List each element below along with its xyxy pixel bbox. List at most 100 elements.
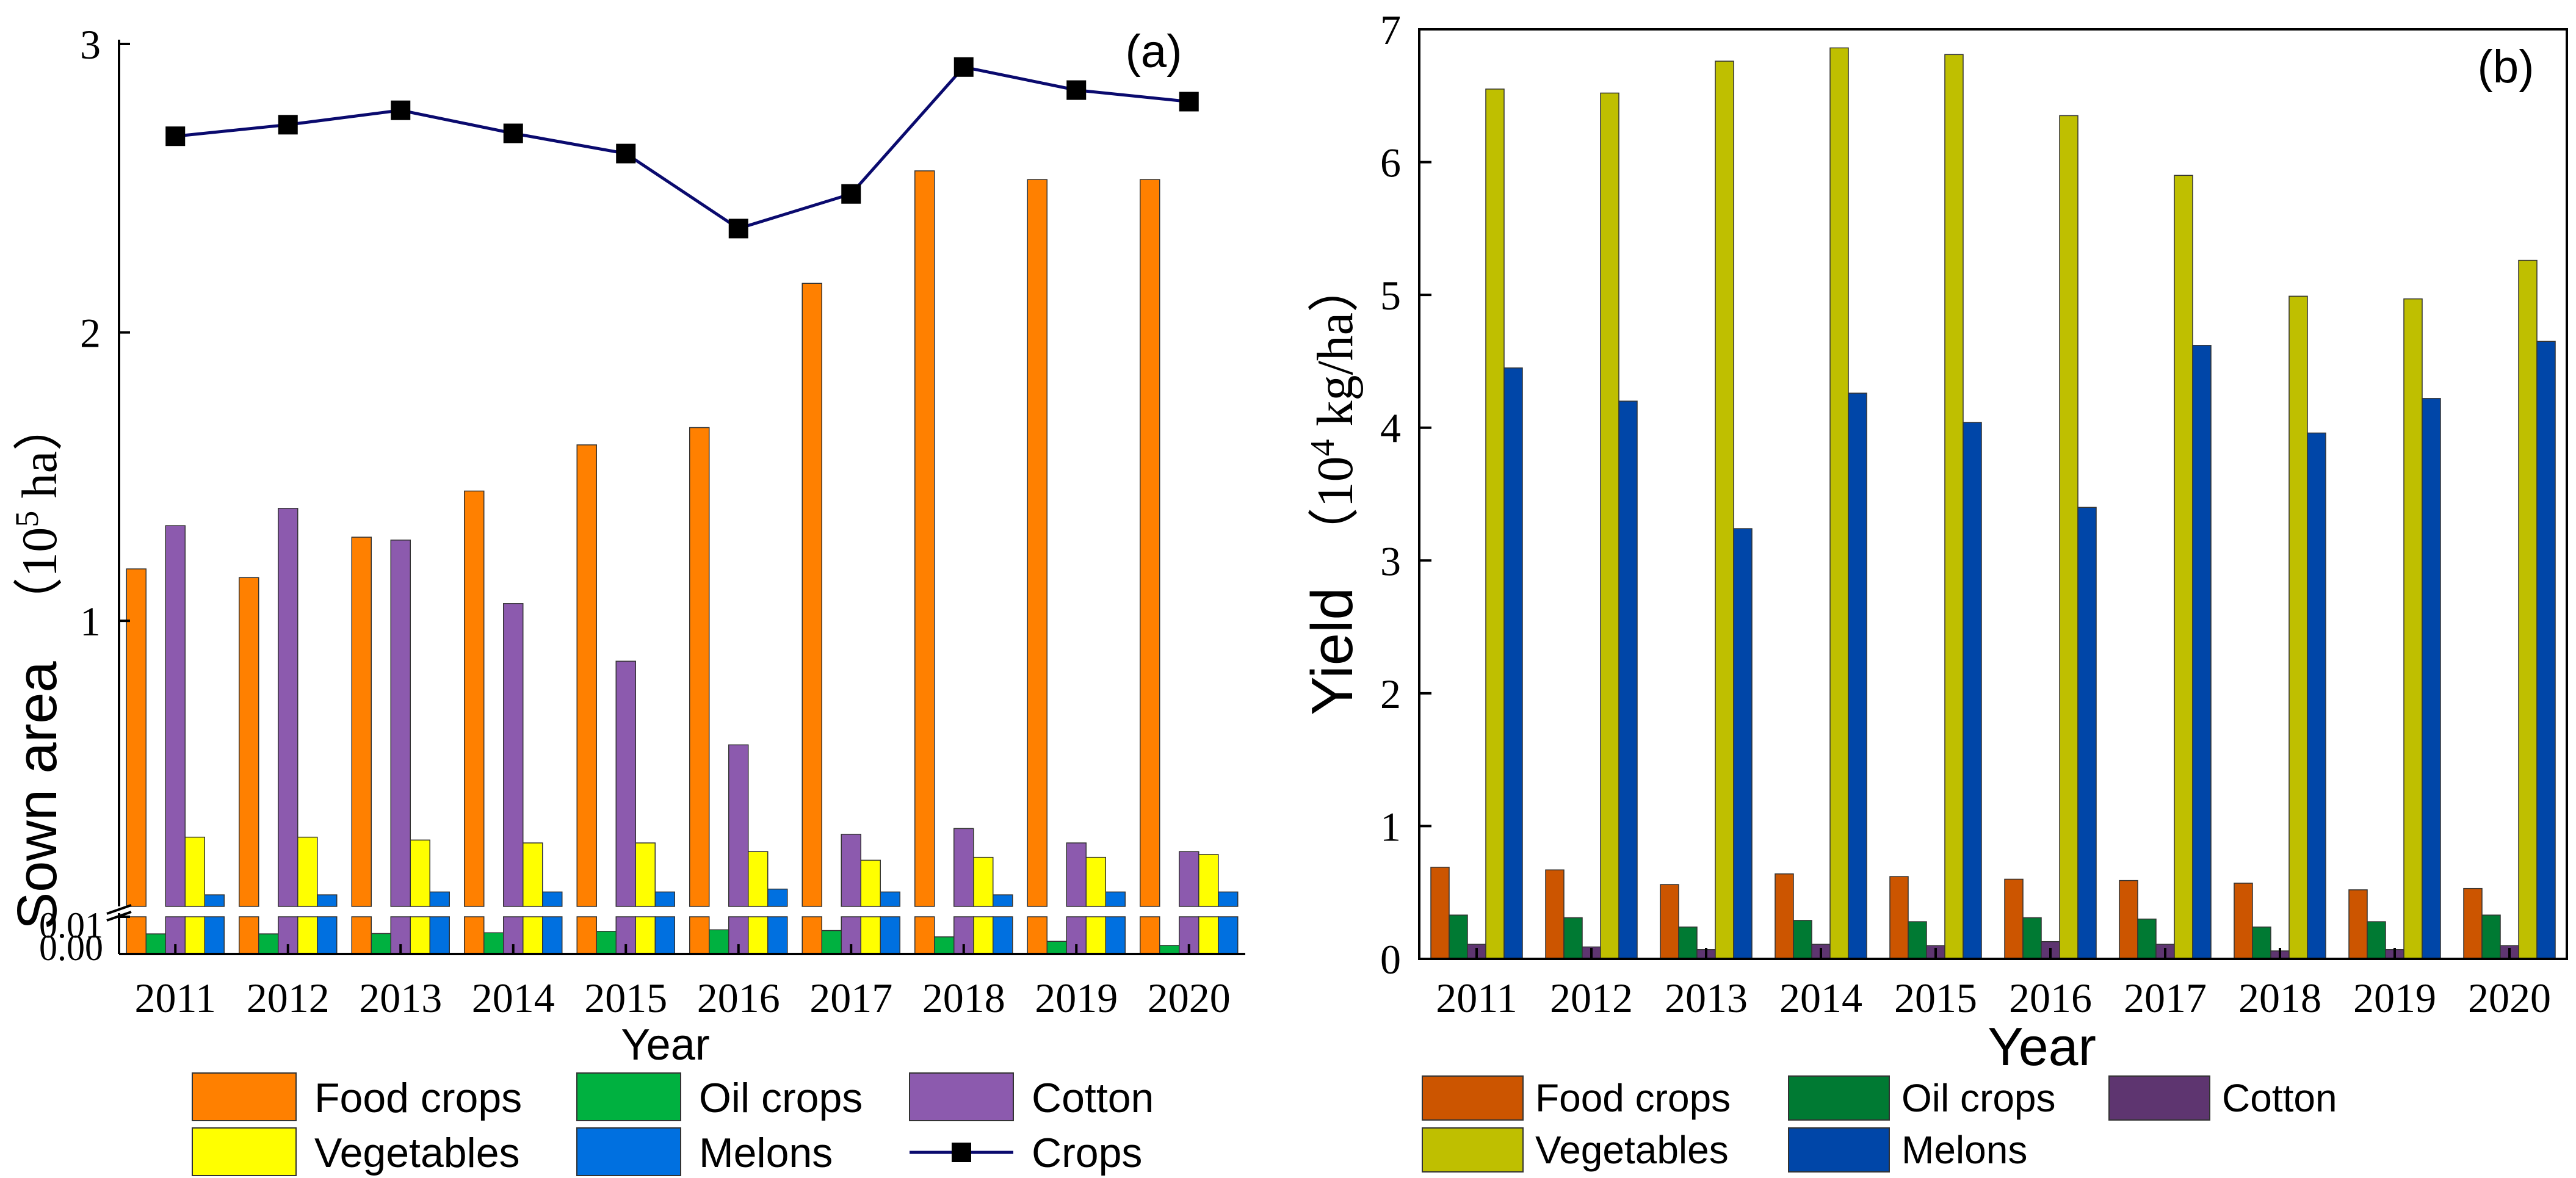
- bar-a-vegetables-2014: [523, 842, 543, 907]
- bar-a-melons-2013: [429, 891, 450, 907]
- bar-a-food-crops-2020-low: [1140, 916, 1160, 955]
- crops-marker-2015: [616, 143, 636, 164]
- bar-b-vegetables-2011: [1485, 89, 1505, 959]
- bar-a-oil-crops-2020-low: [1159, 945, 1180, 955]
- legend-b-label-oil-crops: Oil crops: [1901, 1076, 2056, 1120]
- crops-marker-2014: [503, 123, 523, 143]
- panel-b-ylabel: Yield （104 kg/ha）: [1300, 261, 1365, 715]
- bar-b-melons-2020: [2536, 341, 2556, 959]
- bar-a-oil-crops-2019-low: [1046, 941, 1067, 955]
- panel-b-ytick-4: 4: [1380, 405, 1401, 452]
- bar-a-vegetables-2020: [1198, 854, 1219, 907]
- panel-b-xtick-2012: 2012: [1550, 975, 1633, 1021]
- bar-a-melons-2020: [1218, 891, 1239, 907]
- panel-b-ytick-6: 6: [1380, 140, 1401, 186]
- panel-a-ytick-0.01: 0.01: [39, 905, 103, 945]
- bar-a-oil-crops-2015-low: [596, 931, 617, 955]
- legend-a-label-oil-crops: Oil crops: [699, 1075, 863, 1121]
- bar-a-melons-2013-low: [429, 916, 450, 955]
- bar-a-melons-2018: [993, 894, 1013, 907]
- bar-a-vegetables-2017: [860, 859, 881, 907]
- bar-b-food-crops-2019: [2348, 889, 2368, 959]
- bar-a-melons-2011: [204, 894, 225, 907]
- panel-a-xtick-2017: 2017: [809, 975, 892, 1021]
- bar-a-vegetables-2014-low: [523, 916, 543, 955]
- legend-a-crops-marker: [952, 1143, 971, 1162]
- bar-a-food-crops-2014-low: [464, 916, 485, 955]
- bar-b-food-crops-2016: [2004, 878, 2024, 959]
- panel-a-axes: [106, 40, 1245, 955]
- bar-a-vegetables-2020-low: [1198, 916, 1219, 955]
- panel-a-ylabel: Sown area （105 ha）: [6, 401, 68, 930]
- bar-a-melons-2019-low: [1105, 916, 1126, 955]
- bar-a-food-crops-2017-low: [801, 916, 822, 955]
- bar-b-oil-crops-2015: [1908, 921, 1927, 959]
- bar-b-food-crops-2012: [1545, 869, 1565, 959]
- panel-b-legend: Food crops Oil crops Cotton Vegetables Melon…: [1422, 1075, 2337, 1173]
- bar-a-cotton-2012: [278, 508, 298, 907]
- panel-b-xtick-2018: 2018: [2238, 975, 2321, 1021]
- bar-a-cotton-2014: [503, 603, 524, 907]
- bar-a-cotton-2015: [615, 660, 636, 907]
- bar-a-vegetables-2013: [410, 839, 430, 907]
- panel-a-ytick-2: 2: [80, 310, 101, 356]
- crops-marker-2012: [278, 115, 298, 135]
- bar-b-melons-2012: [1618, 400, 1638, 959]
- legend-b-swatch-melons: [1788, 1127, 1890, 1173]
- panel-b-xtick-2017: 2017: [2124, 975, 2207, 1021]
- bar-b-melons-2015: [1963, 422, 1982, 959]
- bar-b-oil-crops-2014: [1793, 920, 1812, 959]
- bar-a-vegetables-2018-low: [973, 916, 994, 955]
- panel-b-xtick-2011: 2011: [1436, 975, 1517, 1021]
- panel-b-frame: [1418, 28, 2568, 960]
- bar-b-vegetables-2014: [1829, 47, 1849, 959]
- legend-a-label-vegetables: Vegetables: [314, 1130, 520, 1176]
- bar-a-food-crops-2015-low: [576, 916, 597, 955]
- panel-b-ytick-7: 7: [1380, 7, 1401, 53]
- crops-marker-2016: [728, 219, 748, 239]
- bar-b-vegetables-2012: [1600, 92, 1619, 959]
- bar-a-melons-2012-low: [317, 916, 338, 955]
- bar-a-food-crops-2012-low: [239, 916, 259, 955]
- bar-a-melons-2016: [767, 888, 788, 907]
- panel-a-ytick-0.00: 0.00: [39, 928, 103, 968]
- legend-b-swatch-vegetables: [1422, 1127, 1524, 1173]
- crops-marker-2013: [391, 100, 411, 120]
- panel-b-xtick-2019: 2019: [2353, 975, 2436, 1021]
- bar-b-melons-2018: [2307, 432, 2326, 959]
- panel-a-tick-labels: 1 2 3 0.000.01 2011 2012 2013 2014 2015 2016 2017 2…: [39, 21, 1231, 1021]
- panel-a-crops-line: [165, 57, 1199, 239]
- bar-a-cotton-2016: [728, 744, 749, 907]
- bar-a-melons-2012: [317, 894, 338, 907]
- panel-b-axes: [1418, 28, 2568, 960]
- bar-b-melons-2019: [2422, 398, 2441, 959]
- legend-a-swatch-cotton: [909, 1072, 1014, 1121]
- bar-b-vegetables-2016: [2059, 115, 2079, 959]
- panel-b-ytick-1: 1: [1380, 803, 1401, 850]
- legend-a-label-melons: Melons: [699, 1130, 833, 1176]
- bar-a-food-crops-2018: [914, 170, 935, 907]
- bar-a-cotton-2020: [1179, 851, 1199, 907]
- panel-a-bars: [126, 170, 1239, 955]
- bar-a-cotton-2017: [841, 834, 861, 907]
- bar-b-vegetables-2013: [1715, 60, 1734, 959]
- bar-b-food-crops-2013: [1660, 884, 1679, 959]
- panel-a-xtick-2015: 2015: [584, 975, 667, 1021]
- bar-a-food-crops-2019-low: [1027, 916, 1047, 955]
- bar-a-melons-2014-low: [542, 916, 563, 955]
- panel-b-label: (b): [2478, 41, 2534, 93]
- bar-b-vegetables-2019: [2403, 298, 2423, 959]
- bar-a-melons-2014: [542, 891, 563, 907]
- bar-b-vegetables-2017: [2174, 175, 2193, 959]
- bar-b-food-crops-2017: [2119, 880, 2138, 959]
- crops-marker-2011: [165, 126, 186, 146]
- bar-a-oil-crops-2012-low: [258, 933, 279, 955]
- panel-b-xtick-2020: 2020: [2468, 975, 2551, 1021]
- bar-a-food-crops-2014: [464, 490, 485, 907]
- bar-a-vegetables-2019-low: [1085, 916, 1106, 955]
- bar-b-melons-2016: [2077, 507, 2097, 959]
- bar-a-food-crops-2013: [351, 537, 372, 907]
- bar-b-food-crops-2014: [1775, 873, 1794, 959]
- bar-a-food-crops-2016-low: [689, 916, 710, 955]
